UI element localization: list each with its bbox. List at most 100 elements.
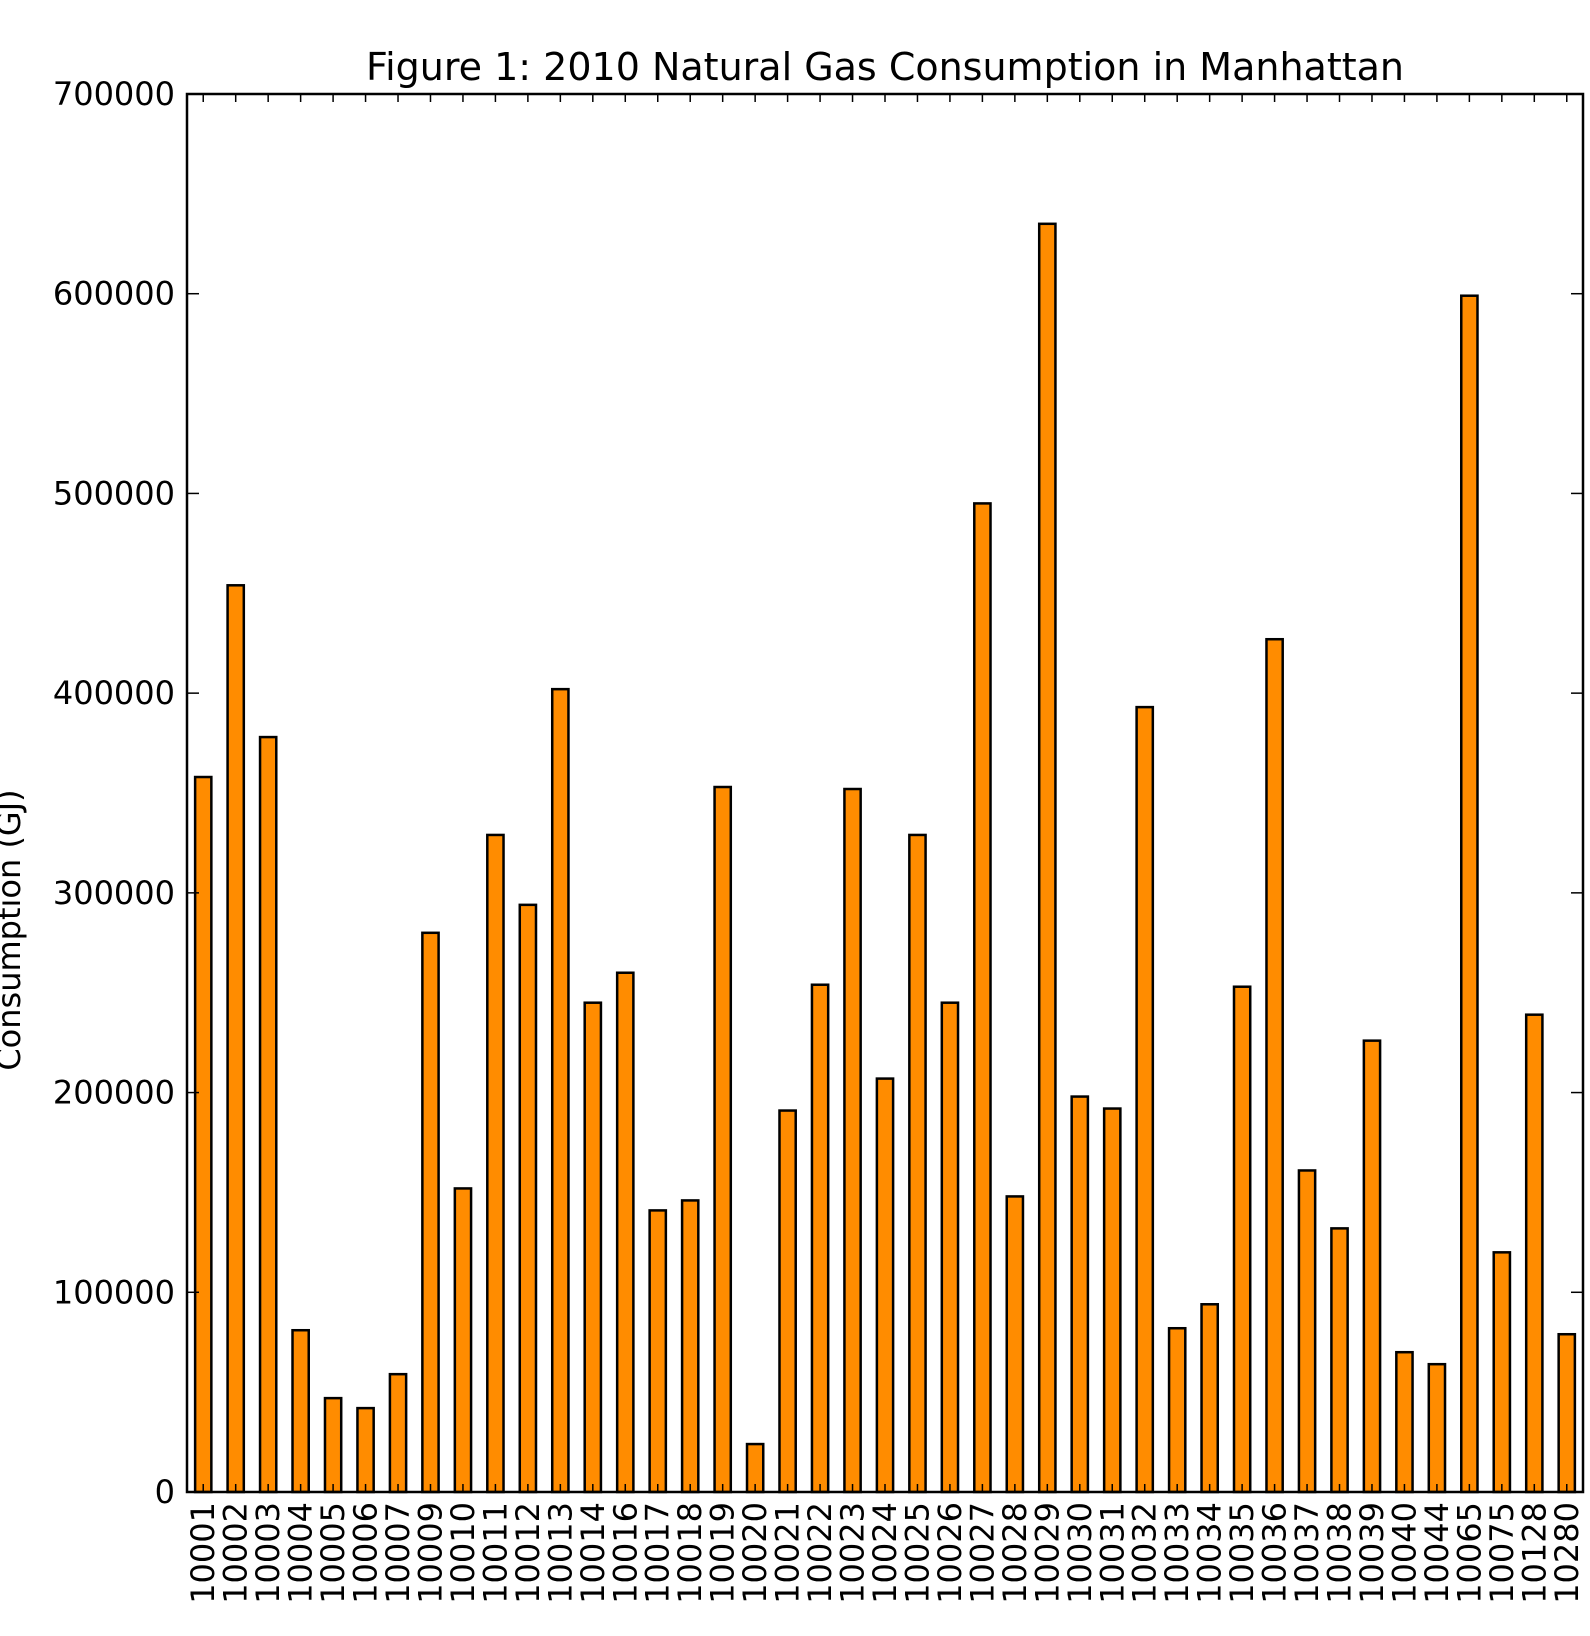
- y-tick-label: 700000: [53, 75, 175, 113]
- x-tick-label: 10012: [509, 1502, 547, 1604]
- x-tick-label: 10025: [898, 1502, 936, 1604]
- x-tick-label: 10020: [736, 1502, 774, 1604]
- x-tick-label: 10005: [314, 1502, 352, 1604]
- chart-title: Figure 1: 2010 Natural Gas Consumption i…: [366, 45, 1404, 89]
- bar-10013: [550, 687, 570, 1494]
- x-tick-label: 10007: [379, 1502, 417, 1604]
- bar-10004: [291, 1328, 310, 1494]
- plot-frame: [185, 92, 1585, 1494]
- x-tick-label: 10033: [1158, 1502, 1196, 1604]
- bar-10036: [1265, 637, 1284, 1494]
- x-tick-label: 10040: [1385, 1502, 1423, 1604]
- bar-10025: [908, 833, 927, 1494]
- x-tick-label: 10039: [1353, 1502, 1391, 1604]
- y-tick-labels: 0 100000 200000 300000 400000 500000 600000 700…: [53, 75, 175, 1511]
- bar-10044: [1427, 1362, 1447, 1494]
- bar-10033: [1167, 1326, 1187, 1494]
- y-tick-label: 300000: [53, 874, 175, 912]
- bar-10037: [1297, 1169, 1317, 1494]
- bar-10024: [875, 1077, 895, 1494]
- x-tick-labels: 1000110002100031000410005100061000710009…: [184, 1502, 1586, 1604]
- y-tick-label: 0: [155, 1473, 175, 1511]
- y-tick-label: 500000: [53, 474, 175, 512]
- x-tick-label: 10024: [866, 1502, 904, 1604]
- bar-10006: [356, 1406, 375, 1494]
- x-tick-label: 10280: [1548, 1502, 1586, 1604]
- x-tick-label: 10036: [1256, 1502, 1294, 1604]
- bars-group: [193, 222, 1577, 1494]
- x-tick-label: 10035: [1223, 1502, 1261, 1604]
- bar-10035: [1232, 985, 1252, 1494]
- bar-10021: [778, 1109, 797, 1494]
- x-tick-label: 10021: [769, 1502, 807, 1604]
- y-tick-label: 600000: [53, 275, 175, 313]
- bar-10039: [1362, 1039, 1382, 1494]
- x-tick-label: 10027: [963, 1502, 1001, 1604]
- bar-10280: [1557, 1332, 1577, 1494]
- x-tick-label: 10019: [704, 1502, 742, 1604]
- x-tick-label: 10028: [996, 1502, 1034, 1604]
- bar-10032: [1135, 705, 1155, 1494]
- bar-10018: [680, 1199, 700, 1494]
- bar-10011: [486, 833, 505, 1494]
- bar-10010: [453, 1187, 473, 1494]
- x-tick-label: 10002: [217, 1502, 255, 1604]
- x-tick-label: 10037: [1288, 1502, 1326, 1604]
- x-tick-label: 10017: [639, 1502, 677, 1604]
- bar-10001: [193, 775, 213, 1494]
- bar-10031: [1102, 1107, 1122, 1494]
- x-tick-label: 10018: [671, 1502, 709, 1604]
- bar-10040: [1395, 1350, 1414, 1494]
- x-tick-label: 10065: [1450, 1502, 1488, 1604]
- bar-10027: [973, 502, 992, 1494]
- x-tick-label: 10013: [541, 1502, 579, 1604]
- bar-10012: [518, 903, 538, 1494]
- bar-10029: [1037, 222, 1057, 1494]
- x-tick-label: 10010: [444, 1502, 482, 1604]
- bar-10038: [1330, 1227, 1349, 1494]
- y-tick-label: 400000: [53, 674, 175, 712]
- bar-10002: [226, 584, 246, 1494]
- bar-10023: [843, 787, 862, 1494]
- y-axis-label: Consumption (GJ): [0, 789, 28, 1070]
- x-tick-label: 10001: [184, 1502, 222, 1604]
- x-tick-label: 10030: [1061, 1502, 1099, 1604]
- x-tick-label: 10003: [249, 1502, 287, 1604]
- x-tick-label: 10022: [801, 1502, 839, 1604]
- bar-10026: [940, 1001, 960, 1494]
- bar-10005: [323, 1396, 343, 1494]
- x-tick-label: 10034: [1191, 1502, 1229, 1604]
- x-tick-label: 10023: [834, 1502, 872, 1604]
- x-tick-label: 10038: [1321, 1502, 1359, 1604]
- x-tick-label: 10044: [1418, 1502, 1456, 1604]
- bar-10028: [1005, 1195, 1025, 1494]
- x-tick-label: 10009: [411, 1502, 449, 1604]
- bar-10075: [1492, 1251, 1512, 1494]
- x-tick-label: 10029: [1028, 1502, 1066, 1604]
- bar-10065: [1460, 294, 1479, 1494]
- x-tick-label: 10026: [931, 1502, 969, 1604]
- x-tick-label: 10031: [1093, 1502, 1131, 1604]
- y-tick-label: 100000: [53, 1273, 175, 1311]
- bar-10017: [648, 1209, 668, 1494]
- x-tick-label: 10032: [1126, 1502, 1164, 1604]
- x-tick-label: 10014: [574, 1502, 612, 1604]
- bar-10003: [258, 735, 278, 1494]
- bar-10030: [1070, 1095, 1090, 1494]
- x-tick-label: 10128: [1515, 1502, 1553, 1604]
- x-tick-label: 10006: [347, 1502, 385, 1604]
- bar-10007: [388, 1372, 408, 1494]
- bar-10128: [1524, 1013, 1544, 1494]
- bar-10009: [421, 931, 440, 1494]
- bar-10016: [615, 971, 635, 1494]
- x-tick-label: 10075: [1483, 1502, 1521, 1604]
- bar-10022: [810, 983, 830, 1494]
- x-tick-label: 10004: [282, 1502, 320, 1604]
- y-tick-label: 200000: [53, 1074, 175, 1112]
- bar-10034: [1200, 1303, 1220, 1494]
- x-tick-label: 10011: [476, 1502, 514, 1604]
- x-tick-label: 10016: [606, 1502, 644, 1604]
- bar-10019: [713, 785, 733, 1494]
- bar-10014: [583, 1001, 603, 1494]
